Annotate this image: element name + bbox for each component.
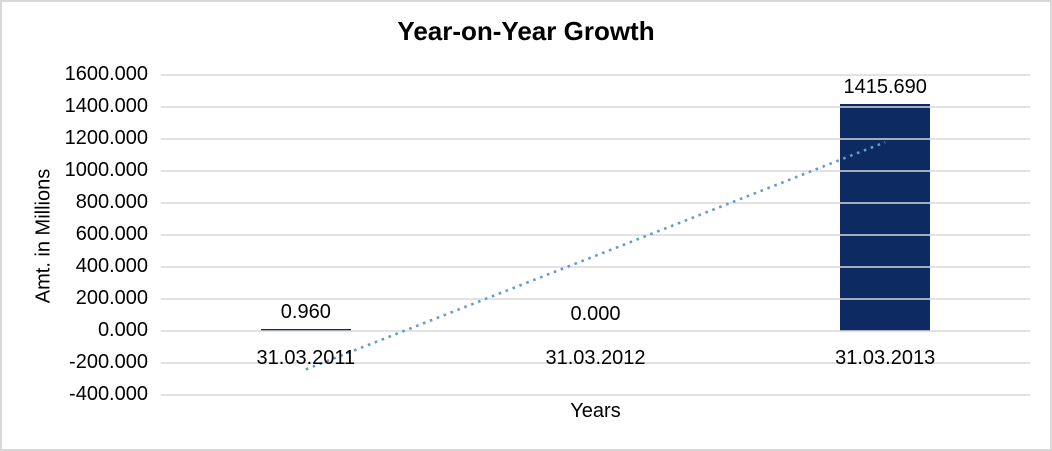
y-tick-label: 600.000 — [75, 223, 148, 246]
y-tick-label: 0.000 — [97, 319, 148, 342]
y-tick-label: -400.000 — [69, 383, 148, 406]
y-tick-label: 1200.000 — [64, 127, 148, 150]
y-tick-label: 200.000 — [75, 287, 148, 310]
trendline — [305, 140, 886, 371]
category-label: 31.03.2013 — [835, 347, 936, 369]
x-axis-title: Years — [570, 400, 621, 422]
bar-value-label: 0.000 — [570, 303, 621, 325]
y-tick-label: 800.000 — [75, 191, 148, 214]
y-tick-label: 1400.000 — [64, 95, 148, 118]
bar-value-label: 1415.690 — [843, 76, 927, 99]
y-tick-label: 1600.000 — [64, 63, 148, 86]
category-label: 31.03.2011 — [256, 347, 356, 369]
y-tick-label: 400.000 — [75, 255, 148, 278]
bar-value-label: 0.960 — [280, 301, 331, 323]
bar — [260, 329, 351, 331]
y-tick-label: -200.000 — [69, 351, 148, 374]
chart-title: Year-on-Year Growth — [397, 16, 655, 46]
category-label: 31.03.2012 — [545, 347, 646, 369]
y-tick-label: 1000.000 — [64, 159, 148, 182]
